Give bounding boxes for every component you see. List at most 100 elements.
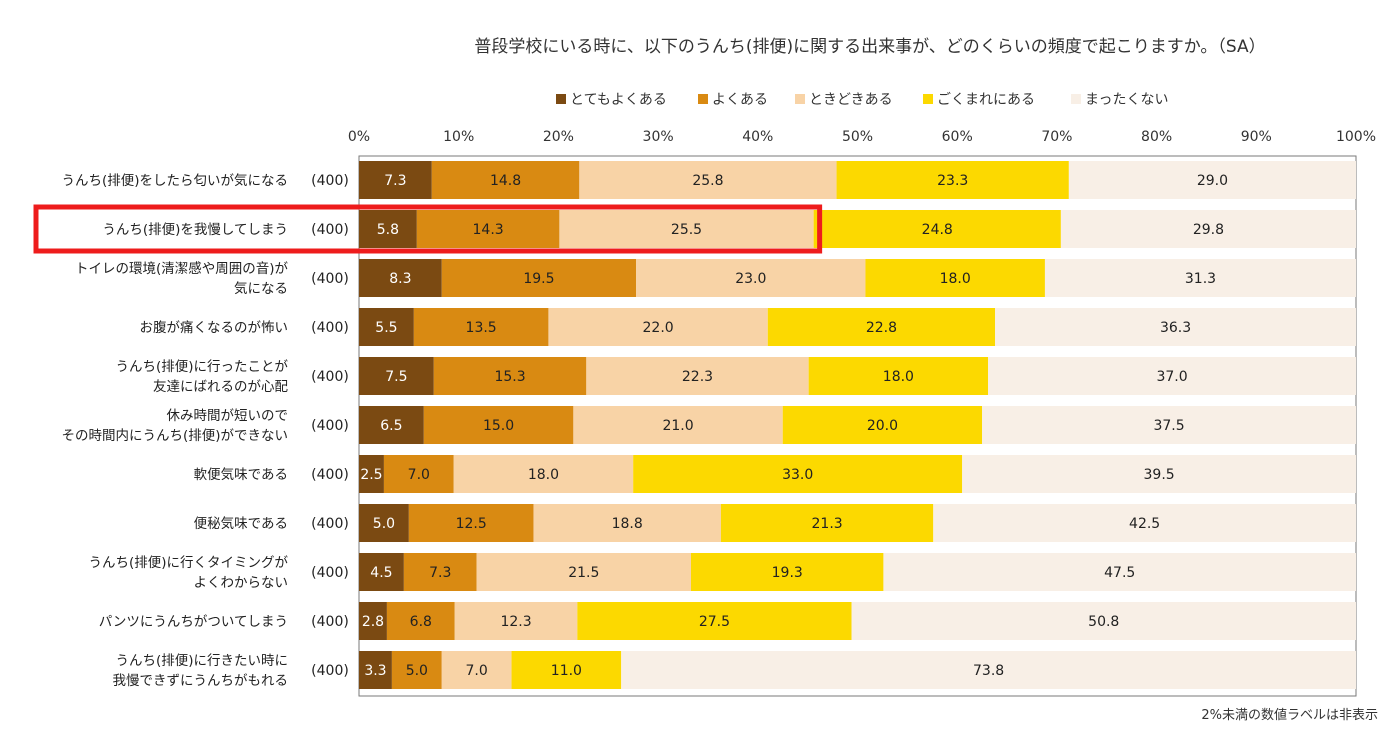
n-label: (400)	[311, 418, 349, 434]
data-label: 6.8	[410, 614, 432, 630]
bar-segment	[359, 504, 409, 542]
data-label: 5.0	[406, 663, 428, 679]
data-label: 7.0	[466, 663, 488, 679]
x-tick-label: 80%	[1141, 129, 1172, 145]
data-label: 14.8	[490, 173, 521, 189]
x-tick-label: 30%	[643, 129, 674, 145]
bar-segment	[359, 455, 384, 493]
bar-segment	[577, 602, 852, 640]
legend-label: とてもよくある	[570, 92, 667, 108]
data-label: 4.5	[370, 565, 392, 581]
data-label: 18.8	[612, 516, 643, 532]
legend-label: ごくまれにある	[937, 92, 1035, 108]
bar-segment	[413, 308, 549, 346]
data-label: 27.5	[699, 614, 730, 630]
bar-segment	[359, 406, 424, 444]
data-label: 24.8	[922, 222, 953, 238]
data-label: 47.5	[1104, 565, 1135, 581]
data-label: 37.5	[1153, 418, 1184, 434]
bar-segment	[359, 357, 434, 395]
data-label: 6.5	[380, 418, 402, 434]
data-label: 18.0	[883, 369, 914, 385]
x-tick-label: 60%	[942, 129, 973, 145]
data-label: 21.5	[568, 565, 599, 581]
bar-segment	[386, 602, 455, 640]
category-label: トイレの環境(清潔感や周囲の音)が	[75, 260, 289, 277]
legend-swatch	[923, 94, 933, 104]
data-label: 33.0	[782, 467, 813, 483]
x-tick-label: 70%	[1041, 129, 1072, 145]
data-label: 18.0	[528, 467, 559, 483]
x-tick-label: 50%	[842, 129, 873, 145]
data-label: 13.5	[466, 320, 497, 336]
data-label: 7.3	[429, 565, 451, 581]
data-label: 19.5	[523, 271, 554, 287]
x-tick-label: 10%	[443, 129, 474, 145]
bar-segment	[836, 161, 1069, 199]
bar-segment	[633, 455, 963, 493]
bar-segment	[441, 259, 637, 297]
bar-segment	[359, 259, 442, 297]
data-label: 5.5	[375, 320, 397, 336]
bar-segment	[359, 161, 432, 199]
bar-segment	[511, 651, 622, 689]
data-label: 23.0	[735, 271, 766, 287]
data-label: 18.0	[940, 271, 971, 287]
data-label: 7.0	[408, 467, 430, 483]
data-label: 5.8	[377, 222, 399, 238]
bar-segment	[636, 259, 866, 297]
n-label: (400)	[311, 516, 349, 532]
bar-segment	[548, 308, 768, 346]
bar-segment	[988, 357, 1356, 395]
x-tick-label: 20%	[543, 129, 574, 145]
bar-segment	[962, 455, 1356, 493]
x-tick-label: 0%	[348, 129, 370, 145]
bar-segment	[579, 161, 837, 199]
data-label: 15.0	[483, 418, 514, 434]
bar-segment	[423, 406, 574, 444]
bar-segment	[1068, 161, 1356, 199]
legend-swatch	[556, 94, 566, 104]
x-tick-label: 90%	[1241, 129, 1272, 145]
data-label: 73.8	[973, 663, 1004, 679]
bar-segment	[383, 455, 454, 493]
bar-segment	[995, 308, 1356, 346]
data-label: 7.5	[385, 369, 407, 385]
data-label: 21.0	[662, 418, 693, 434]
bar-segment	[691, 553, 884, 591]
bar-segment	[359, 602, 387, 640]
n-label: (400)	[311, 173, 349, 189]
footnote: 2%未満の数値ラベルは非表示	[1201, 708, 1378, 723]
bar-segment	[883, 553, 1356, 591]
data-label: 19.3	[772, 565, 803, 581]
data-label: 37.0	[1156, 369, 1187, 385]
legend-label: ときどきある	[809, 92, 893, 108]
data-label: 12.3	[500, 614, 531, 630]
bar-segment	[621, 651, 1356, 689]
bar-segment	[1044, 259, 1356, 297]
bar-segment	[359, 308, 414, 346]
bar-segment	[782, 406, 983, 444]
category-label: 軟便気味である	[194, 467, 288, 483]
bar-segment	[933, 504, 1356, 542]
data-label: 22.0	[643, 320, 674, 336]
data-label: 15.3	[494, 369, 525, 385]
bar-segment	[403, 553, 477, 591]
data-label: 22.8	[866, 320, 897, 336]
x-tick-label: 40%	[742, 129, 773, 145]
bar-segment	[359, 553, 404, 591]
bar-segment	[359, 210, 417, 248]
bar-segment	[416, 210, 560, 248]
bar-segment	[559, 210, 814, 248]
category-label: うんち(排便)に行きたい時に	[115, 653, 288, 669]
category-label: うんち(排便)に行くタイミングが	[88, 555, 288, 571]
bar-segment	[586, 357, 809, 395]
category-label: 友達にばれるのが心配	[153, 379, 288, 395]
data-label: 22.3	[682, 369, 713, 385]
data-label: 12.5	[456, 516, 487, 532]
bar-segment	[720, 504, 934, 542]
data-label: 42.5	[1129, 516, 1160, 532]
legend-label: よくある	[712, 92, 768, 108]
bar-segment	[573, 406, 783, 444]
